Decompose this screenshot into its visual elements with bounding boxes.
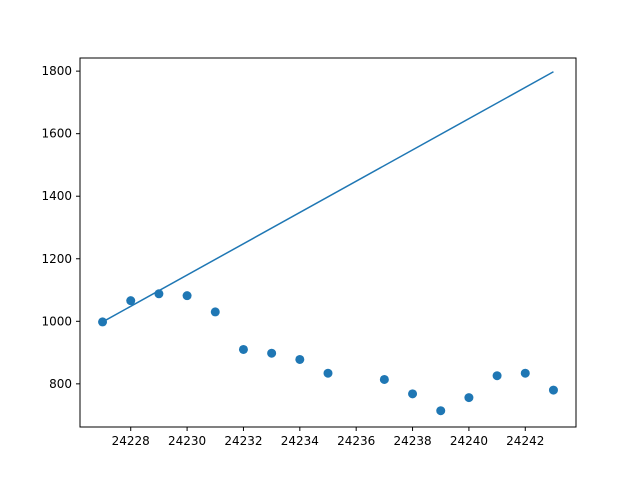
x-tick-label: 24232 — [224, 434, 262, 448]
scatter-point — [323, 368, 333, 378]
scatter-point — [408, 389, 418, 399]
scatter-point — [210, 307, 220, 317]
x-tick-label: 24228 — [112, 434, 150, 448]
y-tick-label: 800 — [49, 377, 72, 391]
axes-frame — [79, 57, 577, 428]
y-tick-label: 1000 — [41, 314, 72, 328]
x-tick-label: 24238 — [393, 434, 431, 448]
scatter-point — [520, 368, 530, 378]
x-axis: 24228 24230 24232 24234 24236 24238 24240 24242 — [112, 427, 544, 448]
x-tick-label: 24242 — [506, 434, 544, 448]
scatter-point — [492, 371, 502, 381]
y-axis: 800 1000 1200 1400 1600 1800 — [41, 64, 80, 391]
x-tick-label: 24240 — [450, 434, 488, 448]
y-tick-label: 1200 — [41, 252, 72, 266]
y-tick-label: 1400 — [41, 189, 72, 203]
scatter-point — [379, 374, 389, 384]
x-tick-label: 24230 — [168, 434, 206, 448]
plot-area — [98, 71, 558, 416]
scatter-point — [126, 296, 136, 306]
y-tick-label: 1800 — [41, 64, 72, 78]
y-tick-label: 1600 — [41, 127, 72, 141]
scatter-point — [436, 406, 446, 416]
scatter-point — [267, 348, 277, 358]
scatter-point — [295, 354, 305, 364]
scatter-point — [182, 291, 192, 301]
series-line — [102, 71, 554, 323]
x-tick-label: 24234 — [281, 434, 319, 448]
x-tick-label: 24236 — [337, 434, 375, 448]
scatter-point — [548, 385, 558, 395]
scatter-point — [238, 344, 248, 354]
scatter-point — [464, 393, 474, 403]
